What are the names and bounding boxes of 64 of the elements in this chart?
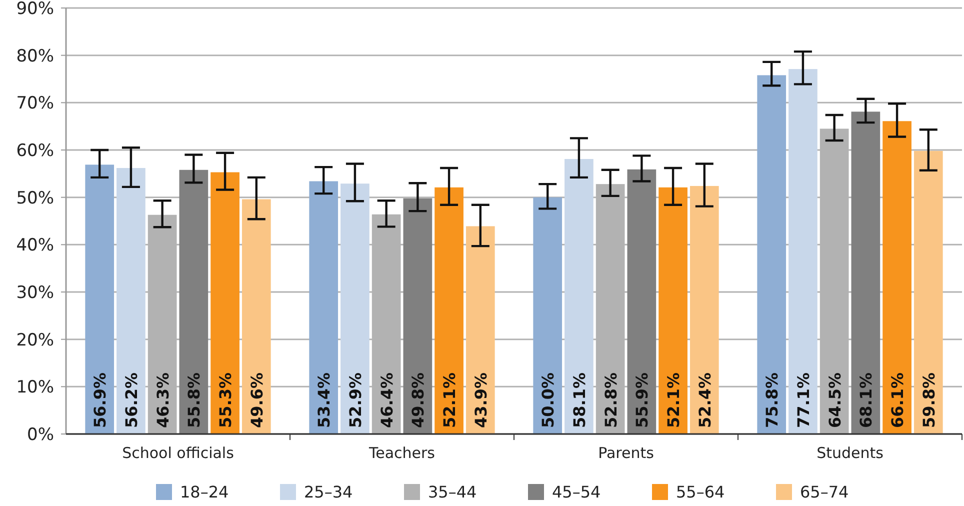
bar bbox=[179, 170, 208, 434]
y-tick-label: 80% bbox=[16, 46, 54, 66]
y-tick-label: 70% bbox=[16, 94, 54, 114]
data-label: 64.5% bbox=[825, 372, 844, 428]
y-tick-label: 10% bbox=[16, 378, 54, 398]
x-tick-label: Teachers bbox=[368, 444, 436, 462]
bar bbox=[434, 187, 464, 434]
data-label: 49.8% bbox=[408, 372, 428, 428]
x-tick-label: School officials bbox=[122, 444, 234, 462]
data-label: 56.9% bbox=[90, 372, 110, 428]
data-label: 68.1% bbox=[856, 372, 876, 428]
bar bbox=[466, 226, 495, 434]
bar bbox=[914, 150, 943, 434]
data-label: 46.4% bbox=[377, 372, 396, 428]
data-label: 53.4% bbox=[314, 372, 334, 428]
y-tick-label: 60% bbox=[16, 140, 54, 161]
bar bbox=[564, 158, 594, 434]
bar bbox=[627, 169, 656, 434]
legend-label: 65–74 bbox=[800, 482, 849, 502]
y-tick-label: 50% bbox=[16, 188, 54, 208]
bar bbox=[340, 184, 370, 434]
data-label: 58.1% bbox=[570, 372, 589, 428]
bar bbox=[403, 198, 432, 434]
data-label: 52.1% bbox=[440, 372, 460, 428]
bar bbox=[690, 186, 719, 434]
data-label: 75.8% bbox=[762, 372, 782, 428]
bar bbox=[309, 181, 338, 434]
legend-label: 55–64 bbox=[676, 482, 725, 502]
bar bbox=[116, 168, 146, 434]
data-label: 66.1% bbox=[888, 372, 908, 428]
bar bbox=[882, 121, 912, 434]
bar bbox=[851, 112, 880, 434]
legend-label: 45–54 bbox=[552, 482, 601, 502]
x-tick-label: Parents bbox=[598, 444, 654, 462]
bar bbox=[788, 69, 818, 434]
bar bbox=[242, 199, 271, 434]
y-tick-label: 30% bbox=[16, 282, 54, 303]
bar bbox=[210, 172, 240, 434]
data-label: 52.4% bbox=[695, 372, 714, 428]
data-label: 55.3% bbox=[216, 372, 236, 428]
data-label: 55.8% bbox=[184, 372, 204, 428]
data-label: 55.9% bbox=[632, 372, 652, 428]
y-tick-label: 90% bbox=[16, 0, 54, 19]
data-label: 52.1% bbox=[664, 372, 684, 428]
bar bbox=[658, 187, 688, 434]
data-label: 77.1% bbox=[794, 372, 813, 428]
legend-label: 18–24 bbox=[180, 482, 229, 502]
data-label: 59.8% bbox=[919, 372, 938, 428]
bar bbox=[533, 197, 562, 434]
legend-label: 25–34 bbox=[304, 482, 353, 502]
x-tick-label: Students bbox=[816, 444, 884, 462]
bar bbox=[757, 75, 786, 434]
data-label: 56.2% bbox=[122, 372, 141, 428]
data-label: 49.6% bbox=[247, 372, 266, 428]
data-label: 50.0% bbox=[538, 372, 558, 428]
data-label: 52.9% bbox=[346, 372, 365, 428]
y-tick-label: 0% bbox=[27, 424, 54, 445]
bar bbox=[85, 164, 114, 434]
data-label: 52.8% bbox=[601, 372, 620, 428]
y-tick-label: 40% bbox=[16, 236, 54, 256]
data-label: 46.3% bbox=[153, 372, 172, 428]
y-tick-label: 20% bbox=[16, 330, 54, 350]
legend-label: 35–44 bbox=[428, 482, 477, 502]
data-label: 43.9% bbox=[471, 372, 490, 428]
